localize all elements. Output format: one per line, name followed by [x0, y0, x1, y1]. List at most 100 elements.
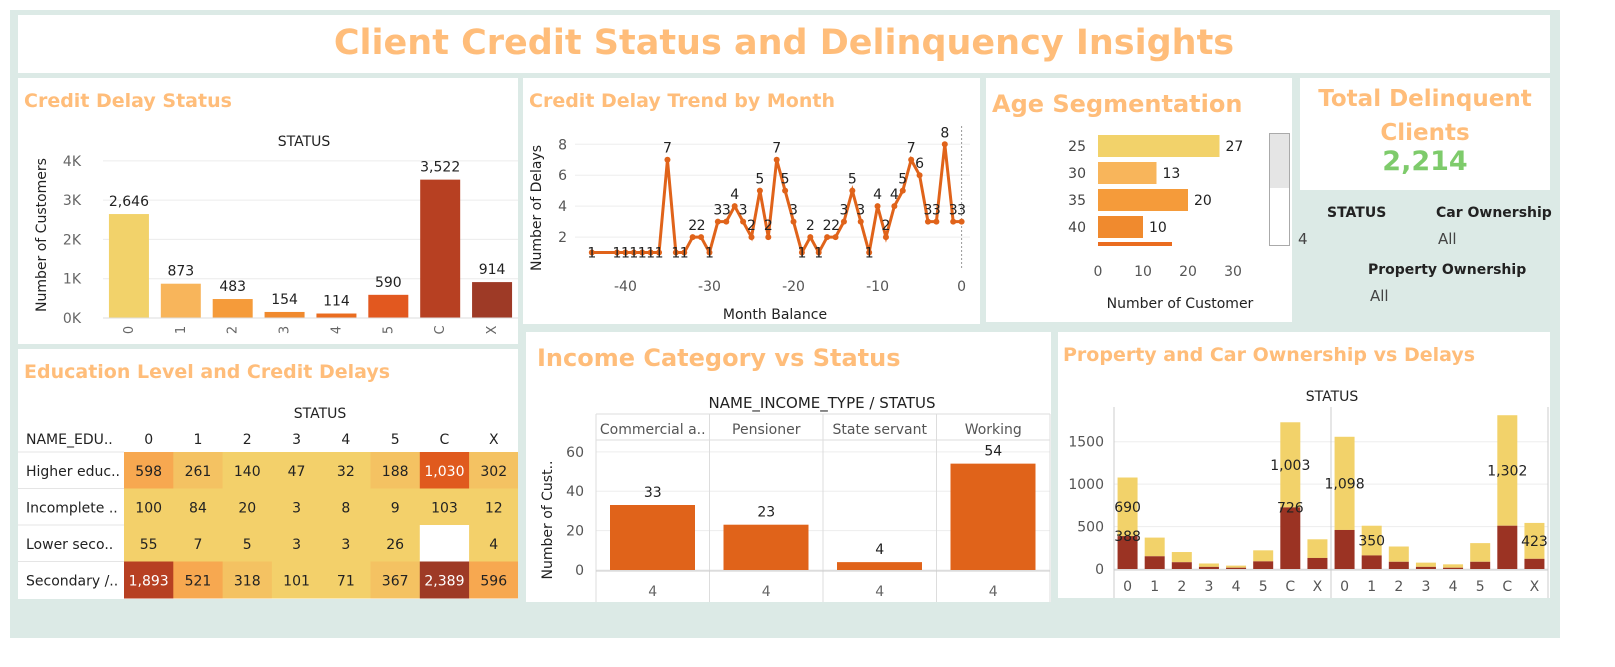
dashboard-title: Client Credit Status and Delinquency Ins…	[333, 23, 1235, 63]
bar-segment-top	[1253, 550, 1274, 562]
y-tick-label: 40	[566, 484, 584, 500]
cell-label: 103	[431, 501, 458, 517]
x-tick-label: 0	[1123, 579, 1132, 595]
status-filter-value[interactable]: 4	[1298, 230, 1308, 248]
bar	[837, 562, 922, 570]
cell-label: 367	[382, 574, 409, 590]
x-tick-label: 2	[1177, 579, 1186, 595]
education-heatmap-panel: Education Level and Credit Delays STATUS…	[18, 349, 518, 599]
panel-title: Age Segmentation	[992, 90, 1243, 118]
y-axis-label: Number of Customers	[34, 158, 50, 312]
bar-value-label: 10	[1149, 220, 1167, 236]
bar-value-label: 2,646	[109, 194, 149, 210]
x-tick-label: 5	[1259, 579, 1268, 595]
data-point	[924, 218, 931, 225]
bar-segment-bottom	[1415, 566, 1436, 569]
data-point	[740, 218, 747, 225]
x-tick-label: -20	[782, 279, 805, 295]
bar-segment-top	[1497, 415, 1518, 526]
x-tick-label: 0	[122, 326, 137, 334]
bar-value-label: 154	[271, 292, 298, 308]
x-tick-label: C	[433, 325, 448, 334]
point-label: 3	[839, 203, 848, 219]
heatmap-cell	[173, 452, 224, 489]
panel-title: Education Level and Credit Delays	[24, 361, 391, 383]
data-point	[933, 218, 940, 225]
point-label: 3	[856, 203, 865, 219]
x-axis-label: Month Balance	[723, 307, 827, 323]
bar-value-label: 590	[375, 275, 402, 291]
panel-title: Credit Delay Status	[24, 90, 232, 112]
heatmap-cell	[124, 525, 174, 562]
bar-segment-bottom	[1117, 536, 1138, 569]
x-tick-label: 3	[1204, 579, 1213, 595]
cell-label: 5	[243, 537, 252, 553]
row-header: NAME_EDU..	[26, 432, 113, 448]
cell-label: 3	[292, 501, 301, 517]
bar-value-label: 4	[875, 542, 884, 558]
heatmap-cell	[321, 561, 371, 599]
bar-segment-bottom	[1497, 525, 1518, 569]
bar-segment-top	[1280, 422, 1301, 508]
bar-value-label: 23	[757, 505, 775, 521]
data-point	[782, 187, 789, 194]
point-label: 1	[797, 246, 806, 262]
bar-segment-bottom	[1226, 567, 1247, 569]
heatmap-cell	[469, 452, 518, 489]
status-filter-scrollbar[interactable]	[1269, 133, 1290, 246]
y-tick-label: 3K	[63, 193, 82, 209]
kpi-value: 2,214	[1382, 146, 1468, 177]
heatmap-cell	[370, 488, 421, 526]
cell-label: 302	[480, 464, 507, 480]
point-label: 7	[772, 141, 781, 157]
y-tick-label: 0	[1095, 562, 1104, 578]
bar	[1098, 216, 1143, 238]
x-tick-label: 2	[226, 326, 241, 334]
scrollbar-thumb[interactable]	[1270, 134, 1289, 188]
point-label: 2	[823, 218, 832, 234]
kpi-panel: Total Delinquent Clients 2,214	[1300, 78, 1550, 190]
point-label: 5	[898, 172, 907, 188]
point-label: 3	[949, 203, 958, 219]
y-tick-label: 35	[1068, 193, 1086, 209]
data-point	[723, 218, 730, 225]
bar-value-label: 13	[1163, 166, 1181, 182]
chart-header: NAME_INCOME_TYPE / STATUS	[709, 394, 936, 413]
bar-segment-top	[1388, 546, 1409, 562]
bar-segment-bottom	[1388, 561, 1409, 569]
x-tick-label: 1	[1367, 579, 1376, 595]
bar-partial	[1098, 242, 1172, 246]
property-filter-value[interactable]: All	[1370, 287, 1389, 305]
column-header: 5	[391, 432, 400, 448]
heatmap-cell	[469, 525, 518, 562]
heatmap-header: STATUS	[294, 406, 347, 422]
point-label: 1	[680, 246, 689, 262]
heatmap-cell	[124, 488, 174, 526]
bar-segment-bottom	[1171, 562, 1192, 569]
data-point	[639, 249, 646, 256]
point-label: 1	[814, 246, 823, 262]
age-segmentation-chart: 25 27 30 13 35 20 40 10 0 10 20 30 Number of Custome…	[1068, 135, 1254, 312]
point-label: 3	[789, 203, 798, 219]
point-label: 4	[873, 187, 882, 203]
panel-title: Credit Delay Trend by Month	[529, 90, 835, 112]
segment-label: 423	[1521, 534, 1548, 550]
bar	[264, 311, 305, 318]
row-label-bg	[18, 525, 124, 562]
data-point	[714, 218, 721, 225]
heatmap-cell	[222, 488, 273, 526]
segment-label: 1,302	[1487, 463, 1527, 479]
y-tick-label: 25	[1068, 139, 1086, 155]
bar	[950, 463, 1036, 570]
point-label: 3	[932, 203, 941, 219]
car-filter-value[interactable]: All	[1438, 230, 1457, 248]
x-tick-label: 4	[1449, 579, 1458, 595]
row-label: Secondary /..	[26, 574, 118, 590]
bar-segment-top	[1524, 522, 1545, 559]
data-point	[798, 249, 805, 256]
cell-label: 101	[283, 574, 310, 590]
heatmap-cell	[271, 525, 322, 562]
heatmap-cell	[321, 525, 371, 562]
cell-label: 4	[489, 537, 498, 553]
